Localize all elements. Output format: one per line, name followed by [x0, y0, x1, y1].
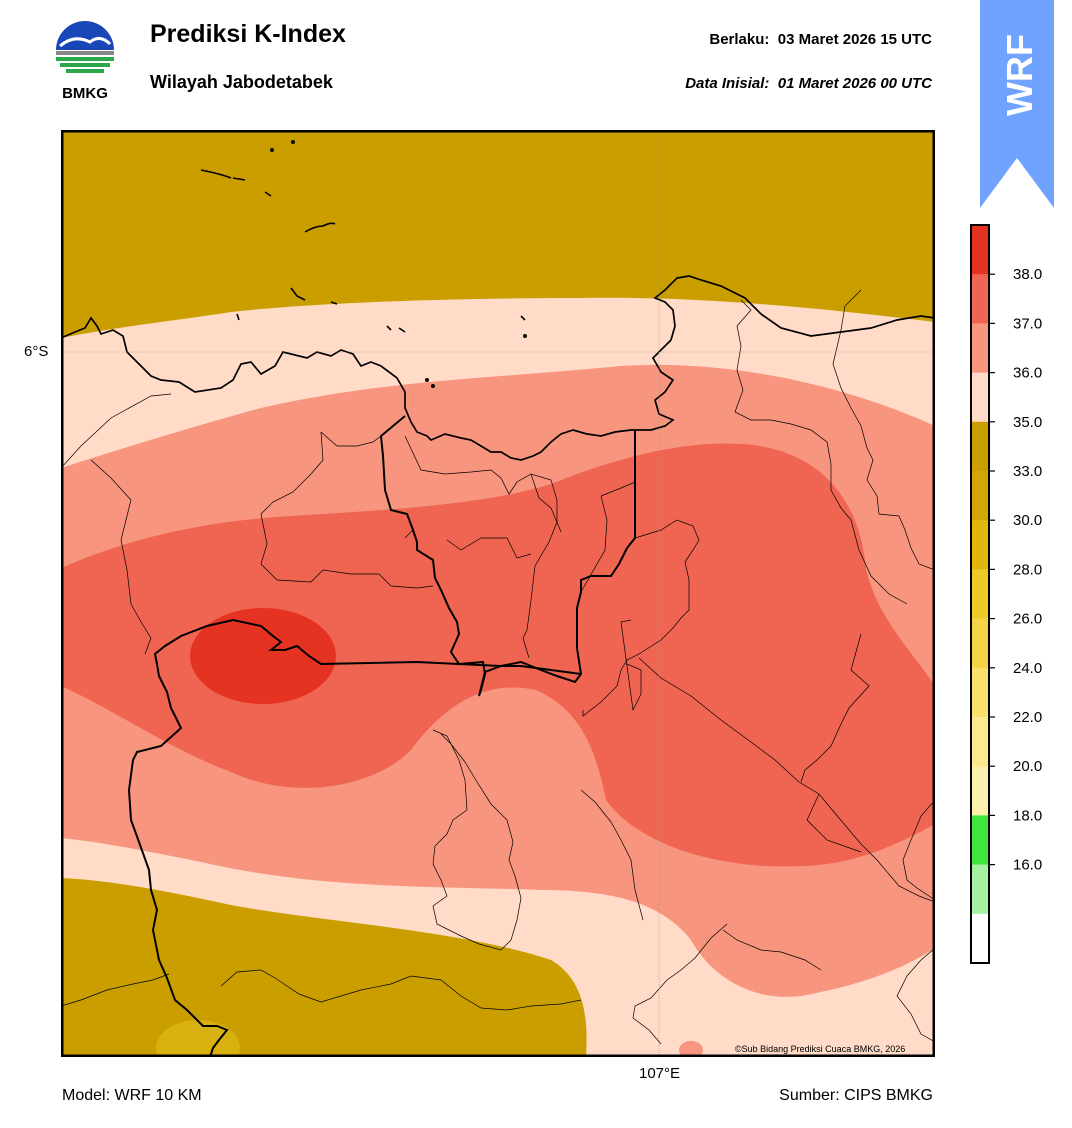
longitude-label: 107°E [639, 1065, 681, 1082]
wrf-badge-text: WRF [999, 34, 1040, 116]
colorbar-segment [971, 421, 989, 472]
zone-36-37 [61, 443, 935, 867]
colorbar-tick-label: 28.0 [1013, 561, 1042, 578]
colorbar-segment [971, 913, 989, 964]
colorbar-tick-label: 37.0 [1013, 315, 1042, 332]
colorbar-tick-label: 36.0 [1013, 365, 1042, 382]
valid-label: Berlaku: [709, 31, 770, 48]
colorbar-segment [971, 667, 989, 718]
colorbar-tick-label: 35.0 [1013, 414, 1042, 431]
valid-time: Berlaku: 03 Maret 2026 15 UTC [709, 31, 932, 48]
colorbar-segment [971, 471, 989, 521]
bmkg-logo-icon: BMKG [56, 21, 114, 102]
admin-boundaries [61, 289, 935, 1045]
colorbar-tick-label: 33.0 [1013, 463, 1042, 480]
k-index-map [61, 130, 935, 1057]
colorbar-tick-label: 30.0 [1013, 512, 1042, 529]
colorbar-tick-label: 38.0 [1013, 266, 1042, 283]
footer-model: Model: WRF 10 KM [62, 1087, 202, 1104]
coastline [61, 275, 935, 461]
colorbar-segment [971, 864, 989, 915]
map-region: Wilayah Jabodetabek [150, 72, 333, 92]
colorbar-frame [970, 224, 990, 964]
zone-low-pocket [156, 1020, 240, 1057]
colorbar-tick-label: 26.0 [1013, 611, 1042, 628]
thousand-islands [200, 140, 527, 389]
zone-37-38 [190, 608, 336, 704]
init-label: Data Inisial: [685, 75, 770, 92]
colorbar-segment [971, 618, 989, 669]
colorbar-segment [971, 815, 989, 866]
colorbar-segment [971, 372, 989, 423]
bmkg-logo: BMKG [52, 20, 118, 102]
footer-source: Sumber: CIPS BMKG [779, 1087, 933, 1104]
logo-text: BMKG [62, 85, 108, 102]
colorbar-segment [971, 225, 989, 275]
map-frame [61, 130, 935, 1057]
map-title: Prediksi K-Index [150, 20, 346, 48]
colorbar-tick-label: 18.0 [1013, 807, 1042, 824]
colorbar: 38.0 37.0 36.0 35.0 33.0 30.0 28.0 26.0 24.0 22.0… [966, 220, 1072, 970]
colorbar-tick-label: 20.0 [1013, 758, 1042, 775]
colorbar-segment [971, 520, 989, 570]
colorbar-segment [971, 274, 989, 324]
colorbar-tick-label: 22.0 [1013, 709, 1042, 726]
zone-small-35-36 [679, 1041, 703, 1057]
colorbar-segment [971, 323, 989, 374]
colorbar-tick-label: 24.0 [1013, 660, 1042, 677]
colorbar-segment [971, 717, 989, 767]
init-time: Data Inisial: 01 Maret 2026 00 UTC [685, 75, 932, 92]
init-value: 01 Maret 2026 00 UTC [777, 75, 932, 92]
colorbar-svg: 38.0 37.0 36.0 35.0 33.0 30.0 28.0 26.0 24.0 22.0… [970, 224, 1042, 964]
valid-value: 03 Maret 2026 15 UTC [777, 31, 932, 48]
wrf-badge: WRF [980, 0, 1054, 208]
copyright-text: ©Sub Bidang Prediksi Cuaca BMKG, 2026 [735, 1044, 906, 1054]
latitude-label: 6°S [24, 343, 49, 360]
colorbar-segment [971, 766, 989, 816]
colorbar-segment [971, 569, 989, 620]
colorbar-tick-label: 16.0 [1013, 857, 1042, 874]
